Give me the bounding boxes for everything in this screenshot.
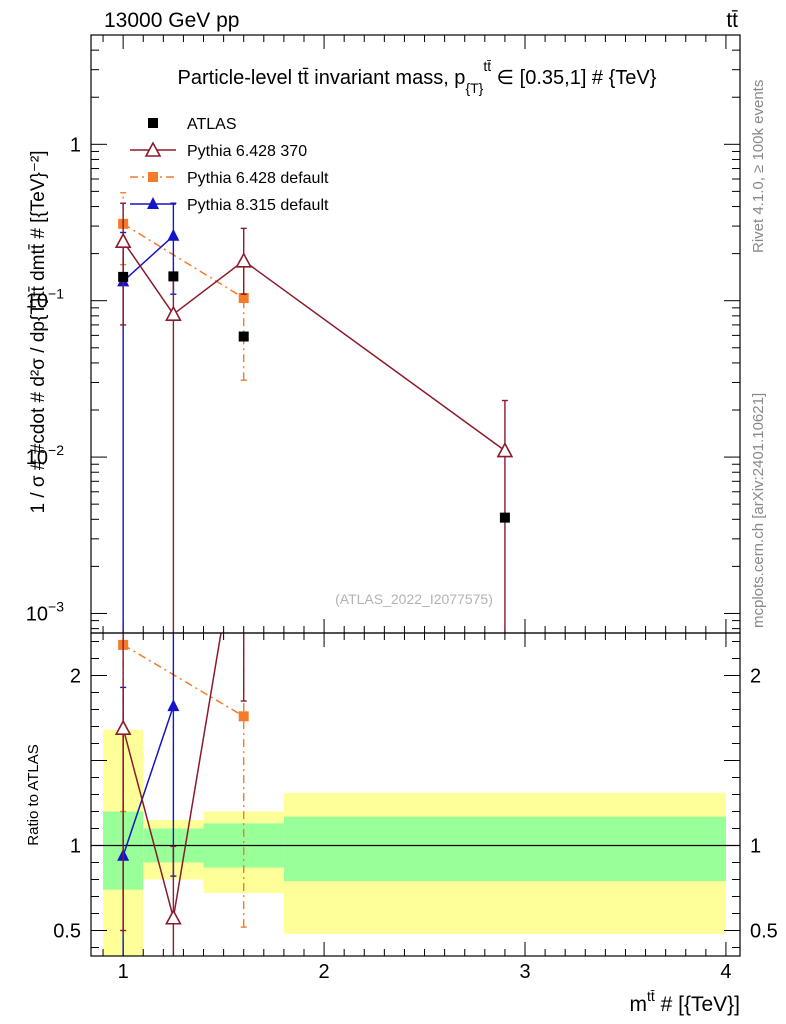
main-point-atlas — [499, 512, 510, 523]
rivet-label: Rivet 4.1.0, ≥ 100k events — [750, 80, 767, 253]
main-point-pythia-6-428-370 — [114, 232, 132, 249]
ratio-y-tick-label-right: 1 — [750, 836, 761, 858]
main-y-label: 1 / σ # #cdot # d²σ / dp{T}tt̄ dmtt̄ # [… — [28, 150, 49, 513]
main-title: Particle-level tt̄ invariant mass, p{T}t… — [178, 58, 657, 96]
legend-label: ATLAS — [187, 116, 237, 133]
mcplots-label: mcplots.cern.ch [arXiv:2401.10621] — [750, 393, 767, 628]
ratio-axis-ticks — [91, 633, 740, 956]
legend-marker — [147, 197, 159, 209]
main-point-pythia-6-428-default — [238, 293, 249, 304]
x-tick-label: 3 — [519, 961, 530, 983]
legend-entry-pythia-6-428-default: Pythia 6.428 default — [130, 170, 329, 187]
main-point-atlas — [118, 271, 129, 282]
x-tick-label: 2 — [319, 961, 330, 983]
main-plot-area — [114, 192, 514, 633]
analysis-label: (ATLAS_2022_I2077575) — [335, 591, 493, 607]
main-y-tick-label: 10−1 — [26, 286, 64, 313]
main-y-tick-label-base: 10 — [26, 603, 48, 625]
legend-marker — [148, 172, 158, 182]
main-point-pythia-8-315-default — [167, 228, 180, 241]
main-y-tick-label-exp: −3 — [48, 598, 64, 614]
legend-label: Pythia 6.428 default — [187, 170, 329, 187]
ratio-point-pythia-6-428-default — [238, 711, 249, 722]
legend-entry-pythia-8-315-default: Pythia 8.315 default — [130, 197, 329, 214]
main-line-pythia-6-428-default — [122, 223, 245, 299]
main-series-pythia-6-428-370 — [114, 202, 514, 633]
main-y-tick-labels: 110−110−210−3 — [26, 134, 81, 625]
main-title-sup: tt̄ — [483, 58, 491, 74]
legend-entry-atlas: ATLAS — [148, 116, 237, 133]
main-y-tick-label: 10−2 — [26, 442, 64, 469]
ratio-uncertainty-bands — [91, 729, 740, 956]
legend-entry-pythia-6-428-370: Pythia 6.428 370 — [130, 141, 307, 160]
legend-marker — [148, 118, 158, 128]
main-y-tick-label-exp: −2 — [48, 442, 64, 458]
legend-label: Pythia 8.315 default — [187, 197, 329, 214]
legend-marker — [144, 141, 162, 157]
x-axis-label: mtt̄ # [{TeV}] — [629, 988, 740, 1016]
ratio-panel: 0.5 0.5 1 1 2 2 1 2 3 4 Ratio to ATLAS mtt̄ # [{T… — [25, 490, 778, 1016]
main-point-pythia-6-428-370 — [496, 441, 514, 458]
ratio-y-tick-label-right: 2 — [750, 666, 761, 688]
ratio-y-tick-label-right: 0.5 — [750, 921, 778, 943]
main-y-tick-label: 1 — [70, 134, 81, 156]
ratio-y-tick-label-left: 0.5 — [53, 921, 81, 943]
main-point-pythia-6-428-370 — [165, 305, 182, 321]
ratio-y-tick-label-left: 2 — [70, 666, 81, 688]
main-point-atlas — [168, 271, 179, 282]
main-title-sub: {T} — [465, 80, 483, 96]
ratio-line-pythia-8-315-default — [122, 705, 175, 856]
main-series-pythia-6-428-default — [118, 192, 249, 381]
ratio-series-pythia-6-428-370 — [114, 490, 251, 956]
ratio-y-tick-label-left: 1 — [70, 836, 81, 858]
x-tick-label: 4 — [720, 961, 731, 983]
main-panel: 110−110−210−3 Particle-level tt̄ invaria… — [26, 34, 741, 634]
main-axis-ticks — [91, 34, 740, 633]
main-y-tick-label-base: 1 — [70, 134, 81, 156]
ratio-frame — [90, 632, 741, 957]
ratio-point-pythia-6-428-370 — [114, 719, 132, 736]
x-tick-label: 1 — [118, 961, 129, 983]
main-y-tick-label: 10−3 — [26, 598, 64, 625]
ratio-point-pythia-6-428-370 — [165, 909, 182, 925]
ratio-point-pythia-6-428-370 — [237, 490, 251, 503]
legend: ATLAS Pythia 6.428 370 Pythia 6.428 defaul… — [130, 116, 329, 214]
x-axis-label-sup: tt̄ — [647, 988, 655, 1004]
main-point-atlas — [238, 331, 249, 342]
main-title-rest: ∈ [0.35,1] # {TeV} — [491, 67, 657, 89]
main-line-pythia-8-315-default — [122, 235, 174, 282]
ratio-band-inner — [283, 816, 726, 882]
main-y-tick-label-exp: −1 — [48, 286, 64, 302]
main-point-pythia-6-428-370 — [235, 252, 253, 268]
ratio-line-pythia-6-428-default — [122, 644, 245, 717]
ratio-plot-area — [114, 490, 251, 956]
main-y-tick-label-base: 10 — [26, 291, 48, 313]
legend-label: Pythia 6.428 370 — [187, 143, 307, 160]
energy-label: 13000 GeV pp — [104, 9, 239, 32]
ratio-point-pythia-8-315-default — [167, 699, 180, 712]
x-axis-label-rest: # [{TeV}] — [655, 993, 740, 1016]
process-label: tt̄ — [726, 9, 738, 32]
main-series-atlas — [118, 271, 510, 523]
ratio-tick-labels: 0.5 0.5 1 1 2 2 1 2 3 4 — [53, 666, 778, 984]
main-line-pythia-6-428-370 — [122, 240, 506, 452]
main-y-tick-label-base: 10 — [26, 447, 48, 469]
ratio-y-label: Ratio to ATLAS — [25, 744, 42, 845]
